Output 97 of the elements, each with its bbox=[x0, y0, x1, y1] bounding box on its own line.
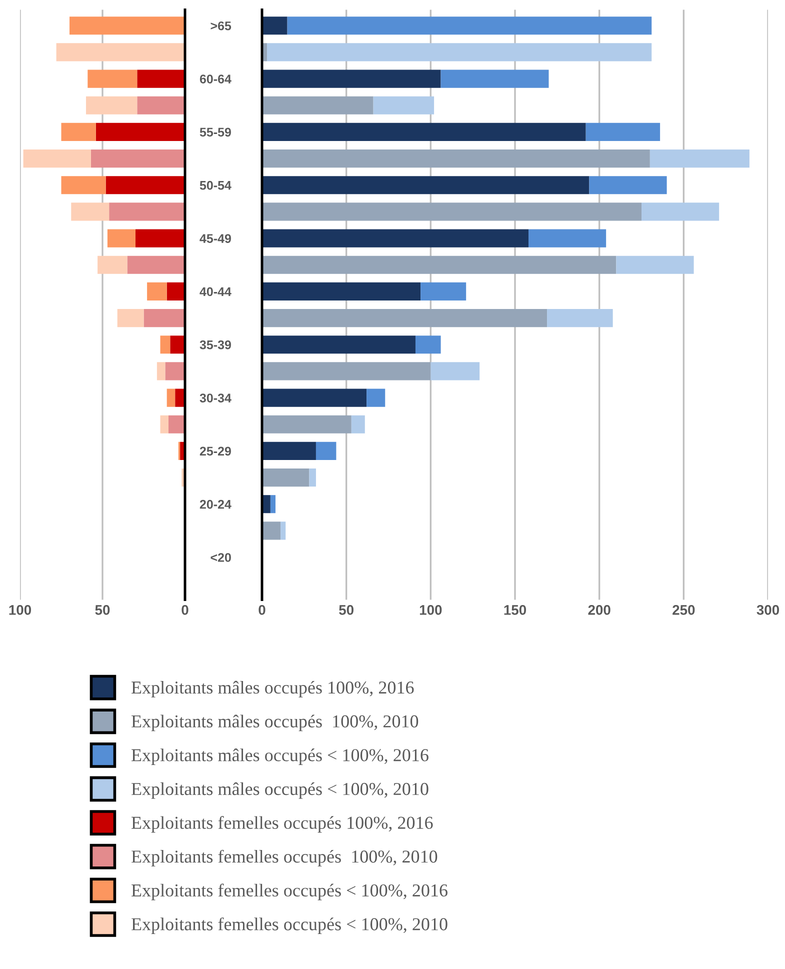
bar bbox=[117, 309, 144, 328]
bar bbox=[71, 202, 110, 221]
bar bbox=[166, 282, 185, 300]
legend-label: Exploitants femelles occupés 100%, 2010 bbox=[131, 850, 438, 866]
bar bbox=[61, 176, 106, 194]
x-tick-label: 0 bbox=[182, 605, 188, 615]
x-tick-label: 50 bbox=[339, 605, 354, 615]
legend-label: Exploitants femelles occupés 100%, 2016 bbox=[131, 816, 433, 833]
bar bbox=[270, 495, 276, 514]
bar bbox=[440, 70, 549, 88]
bar bbox=[144, 309, 185, 328]
bar bbox=[547, 309, 613, 328]
bar bbox=[650, 150, 750, 168]
legend-label: Exploitants mâles occupés 100%, 2010 bbox=[131, 714, 418, 732]
bar bbox=[262, 70, 441, 88]
legend-label: Exploitants mâles occupés < 100%, 2010 bbox=[131, 782, 428, 799]
bar bbox=[137, 70, 185, 88]
bar bbox=[351, 415, 365, 434]
bar bbox=[267, 43, 652, 62]
bar bbox=[262, 122, 586, 142]
bar bbox=[127, 256, 185, 274]
bar bbox=[262, 362, 431, 380]
bar bbox=[316, 442, 336, 460]
bar bbox=[262, 96, 374, 114]
x-tick-label: 100 bbox=[420, 605, 442, 615]
bar bbox=[373, 96, 434, 114]
bar bbox=[166, 388, 176, 407]
bar bbox=[175, 388, 185, 407]
x-tick-label: 150 bbox=[504, 605, 526, 615]
bar bbox=[616, 256, 694, 274]
bar bbox=[262, 229, 528, 248]
bar bbox=[147, 282, 167, 300]
legend-label: Exploitants femelles occupés < 100%, 2016 bbox=[131, 884, 448, 900]
y-tick-label: 40-44 bbox=[200, 287, 232, 296]
y-tick-label: 50-54 bbox=[200, 180, 232, 190]
y-tick-label: 60-64 bbox=[200, 74, 232, 84]
bar bbox=[262, 150, 650, 168]
legend-label: Exploitants mâles occupés < 100%, 2016 bbox=[131, 748, 428, 765]
bar bbox=[280, 522, 286, 540]
bar bbox=[262, 256, 616, 274]
bar bbox=[262, 176, 590, 194]
bar bbox=[136, 229, 185, 248]
bar bbox=[23, 150, 91, 168]
bar bbox=[70, 16, 185, 35]
legend-label: Exploitants mâles occupés 100%, 2016 bbox=[131, 680, 414, 698]
bar bbox=[262, 415, 352, 434]
bar bbox=[86, 96, 138, 114]
bar bbox=[107, 229, 136, 248]
bar bbox=[262, 309, 548, 328]
bar bbox=[262, 202, 642, 221]
bar bbox=[137, 96, 185, 114]
y-tick-label: <20 bbox=[210, 553, 231, 562]
x-tick-label: 200 bbox=[588, 605, 610, 615]
bar bbox=[262, 388, 367, 407]
y-tick-label: 20-24 bbox=[200, 500, 232, 509]
bar bbox=[109, 202, 185, 221]
bar bbox=[415, 336, 441, 354]
bar bbox=[168, 415, 185, 434]
y-tick-label: >65 bbox=[210, 21, 232, 30]
bar bbox=[586, 122, 660, 142]
bar bbox=[170, 336, 185, 354]
bar bbox=[262, 468, 310, 487]
y-tick-label: 30-34 bbox=[200, 394, 232, 402]
bar bbox=[309, 468, 316, 487]
y-tick-label: 45-49 bbox=[200, 234, 231, 243]
legend-label: Exploitants femelles occupés < 100%, 2010 bbox=[131, 917, 448, 934]
bar bbox=[160, 336, 170, 354]
bar bbox=[156, 362, 166, 380]
bar bbox=[642, 202, 720, 221]
bar bbox=[589, 176, 667, 194]
bar bbox=[165, 362, 185, 380]
x-tick-label: 0 bbox=[258, 605, 266, 615]
bar bbox=[90, 150, 185, 168]
bar bbox=[430, 362, 480, 380]
bar bbox=[262, 336, 416, 354]
y-tick-label: 25-29 bbox=[200, 446, 231, 456]
bar bbox=[262, 522, 281, 540]
x-tick-label: 50 bbox=[95, 605, 110, 615]
bar bbox=[106, 176, 185, 194]
x-tick-label: 100 bbox=[9, 605, 32, 615]
bar bbox=[366, 388, 386, 407]
bar bbox=[56, 43, 185, 62]
x-tick-label: 250 bbox=[672, 605, 695, 615]
bar bbox=[88, 70, 138, 88]
y-tick-label: 55-59 bbox=[200, 128, 231, 137]
bar bbox=[262, 282, 421, 300]
bar bbox=[262, 16, 288, 35]
bar bbox=[96, 122, 185, 142]
x-tick-label: 300 bbox=[756, 605, 780, 615]
bar bbox=[287, 16, 652, 35]
y-tick-label: 35-39 bbox=[200, 340, 231, 350]
bar bbox=[262, 442, 316, 460]
bar bbox=[528, 229, 606, 248]
bar bbox=[98, 256, 128, 274]
bar bbox=[160, 415, 168, 434]
bar bbox=[61, 122, 96, 142]
bar bbox=[420, 282, 466, 300]
